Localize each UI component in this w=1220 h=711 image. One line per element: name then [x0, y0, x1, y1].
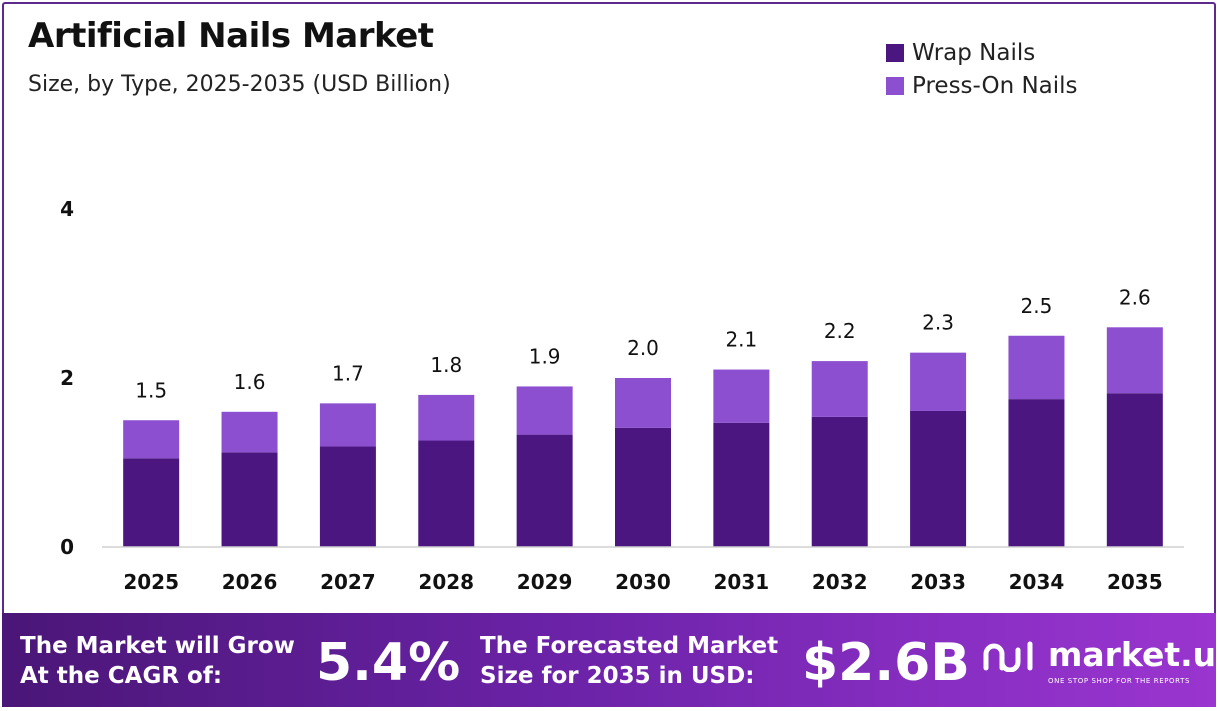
cagr-line-1: The Market will Grow: [20, 633, 295, 659]
bar-wrap-nails-2030: [615, 427, 671, 547]
legend-swatch-wrap-nails: [886, 43, 904, 62]
bar-wrap-nails-2033: [910, 410, 967, 547]
bar-total-label: 2.1: [725, 328, 757, 352]
x-tick-label: 2031: [714, 570, 770, 594]
bar-wrap-nails-2035: [1106, 393, 1163, 547]
y-tick-label: 4: [60, 197, 74, 221]
bar-press-on-nails-2035: [1106, 327, 1163, 394]
cagr-line-2: At the CAGR of:: [20, 663, 223, 689]
x-tick-label: 2027: [320, 570, 376, 594]
bar-wrap-nails-2027: [319, 446, 376, 547]
bar-total-label: 1.9: [529, 344, 561, 368]
legend: Wrap Nails Press-On Nails: [886, 36, 1078, 102]
cagr-text: The Market will Grow At the CAGR of:: [20, 631, 295, 691]
bar-total-label: 2.3: [922, 311, 954, 335]
bar-total-label: 2.0: [627, 336, 659, 360]
bar-press-on-nails-2030: [615, 378, 671, 428]
chart-title: Artificial Nails Market: [28, 16, 434, 56]
forecast-line-2: Size for 2035 in USD:: [480, 663, 755, 689]
bar-wrap-nails-2031: [713, 422, 770, 547]
cagr-value: 5.4%: [316, 633, 461, 693]
legend-item-press-on-nails: Press-On Nails: [886, 69, 1078, 102]
bar-wrap-nails-2026: [221, 452, 278, 547]
bar-press-on-nails-2027: [319, 403, 376, 447]
x-tick-label: 2029: [517, 570, 573, 594]
x-tick-label: 2032: [812, 570, 868, 594]
x-tick-label: 2033: [910, 570, 966, 594]
bar-total-label: 2.2: [824, 319, 856, 343]
x-tick-label: 2030: [615, 570, 671, 594]
forecast-line-1: The Forecasted Market: [480, 633, 779, 659]
x-tick-label: 2026: [222, 570, 278, 594]
legend-label-wrap-nails: Wrap Nails: [912, 39, 1036, 66]
bar-wrap-nails-2032: [811, 416, 868, 547]
brand-tagline: ONE STOP SHOP FOR THE REPORTS: [1048, 677, 1191, 685]
bar-press-on-nails-2026: [221, 411, 278, 453]
legend-item-wrap-nails: Wrap Nails: [886, 36, 1078, 69]
x-tick-label: 2025: [123, 570, 179, 594]
x-tick-label: 2035: [1107, 570, 1163, 594]
chart-subtitle: Size, by Type, 2025-2035 (USD Billion): [28, 72, 451, 97]
bar-total-label: 1.7: [332, 361, 364, 385]
bar-total-label: 1.8: [430, 353, 462, 377]
y-tick-label: 2: [60, 366, 74, 390]
bar-wrap-nails-2028: [418, 440, 475, 547]
bar-total-label: 2.6: [1119, 285, 1151, 309]
brand-name: market.us: [1048, 635, 1220, 674]
bar-total-label: 2.5: [1021, 294, 1053, 318]
bar-press-on-nails-2032: [811, 361, 868, 417]
bar-total-label: 1.5: [135, 378, 167, 402]
legend-label-press-on-nails: Press-On Nails: [912, 72, 1078, 99]
bar-total-label: 1.6: [234, 370, 266, 394]
bar-press-on-nails-2034: [1008, 335, 1065, 400]
bar-wrap-nails-2029: [516, 434, 573, 547]
bar-press-on-nails-2025: [123, 420, 180, 459]
legend-swatch-press-on-nails: [886, 76, 904, 95]
bar-press-on-nails-2029: [516, 386, 573, 435]
brand-logo: market.us ONE STOP SHOP FOR THE REPORTS: [982, 635, 1220, 685]
bar-press-on-nails-2031: [713, 369, 770, 423]
x-tick-label: 2028: [418, 570, 474, 594]
forecast-text: The Forecasted Market Size for 2035 in U…: [480, 631, 778, 691]
bar-press-on-nails-2028: [418, 394, 475, 441]
x-tick-label: 2034: [1009, 570, 1065, 594]
y-tick-label: 0: [60, 535, 74, 559]
bar-press-on-nails-2033: [910, 352, 967, 411]
footer-banner: The Market will Grow At the CAGR of: 5.4…: [2, 613, 1220, 707]
bar-chart: 0 2 4 1.5 2025 1.6 2026 1.7 2027 1.8 2028 1.9 2029 2.…: [60, 197, 1184, 594]
bar-wrap-nails-2025: [123, 458, 180, 547]
bar-wrap-nails-2034: [1008, 399, 1065, 547]
forecast-value: $2.6B: [802, 633, 970, 693]
market-us-logo-icon: [983, 641, 1033, 672]
